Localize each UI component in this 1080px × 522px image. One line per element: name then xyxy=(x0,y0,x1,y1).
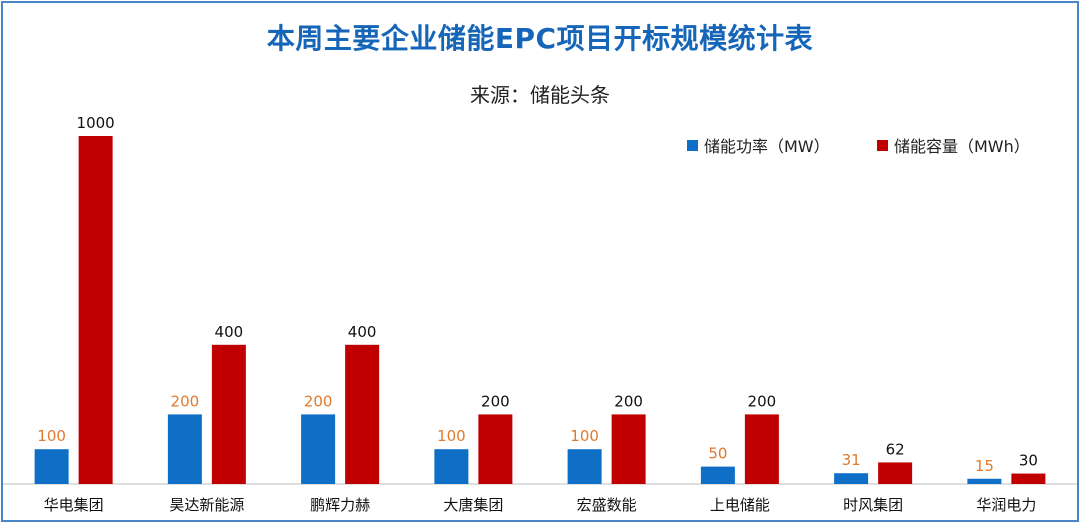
data-label-capacity-3: 200 xyxy=(481,392,510,410)
bar-capacity-0 xyxy=(78,136,113,484)
x-tick-label-4: 宏盛数能 xyxy=(577,496,637,514)
bar-chart-plot: 100 1000 华电集团 200 400 昊达新能源 200 400 鹏辉力赫 100 200 大唐… xyxy=(3,114,1077,514)
data-label-power-1: 200 xyxy=(171,392,200,410)
x-tick-label-6: 时风集团 xyxy=(843,496,903,514)
bar-capacity-3 xyxy=(478,414,513,484)
bar-power-4 xyxy=(567,449,602,484)
legend-label-power: 储能功率（MW） xyxy=(704,137,830,156)
bar-power-5 xyxy=(700,466,735,484)
bar-capacity-7 xyxy=(1011,473,1046,484)
bar-power-3 xyxy=(434,449,469,484)
chart-subtitle: 来源：储能头条 xyxy=(470,83,610,107)
bar-power-0 xyxy=(34,449,69,484)
data-label-power-2: 200 xyxy=(304,392,333,410)
data-label-power-7: 15 xyxy=(975,457,994,475)
data-label-power-6: 31 xyxy=(842,451,861,469)
data-label-capacity-6: 62 xyxy=(886,440,905,458)
data-label-capacity-5: 200 xyxy=(748,392,777,410)
x-tick-label-0: 华电集团 xyxy=(44,496,104,514)
data-label-power-4: 100 xyxy=(570,427,599,445)
bar-power-7 xyxy=(967,478,1002,484)
data-label-power-3: 100 xyxy=(437,427,466,445)
data-label-capacity-2: 400 xyxy=(348,323,377,341)
bar-power-2 xyxy=(301,414,336,484)
bar-power-6 xyxy=(834,473,869,484)
chart-title: 本周主要企业储能EPC项目开标规模统计表 xyxy=(266,22,814,55)
x-tick-label-5: 上电储能 xyxy=(710,496,770,514)
bar-capacity-5 xyxy=(744,414,779,484)
data-label-capacity-7: 30 xyxy=(1019,452,1038,470)
x-tick-label-2: 鹏辉力赫 xyxy=(310,496,370,514)
data-label-capacity-1: 400 xyxy=(215,323,244,341)
legend-item-power: 储能功率（MW） xyxy=(687,133,830,157)
data-label-capacity-4: 200 xyxy=(614,392,643,410)
legend-swatch-capacity xyxy=(877,139,888,151)
legend-label-capacity: 储能容量（MWh） xyxy=(894,137,1030,156)
bar-capacity-2 xyxy=(345,344,380,484)
bar-capacity-6 xyxy=(878,462,913,484)
x-tick-label-1: 昊达新能源 xyxy=(169,496,244,514)
legend-swatch-power xyxy=(687,139,698,151)
x-tick-label-7: 华润电力 xyxy=(976,496,1036,514)
bar-power-1 xyxy=(167,414,202,484)
legend-item-capacity: 储能容量（MWh） xyxy=(877,133,1030,157)
data-label-power-5: 50 xyxy=(708,445,727,463)
bar-capacity-1 xyxy=(211,344,246,484)
data-label-power-0: 100 xyxy=(37,427,66,445)
x-tick-label-3: 大唐集团 xyxy=(443,496,503,514)
bar-capacity-4 xyxy=(611,414,646,484)
data-label-capacity-0: 1000 xyxy=(77,114,115,132)
